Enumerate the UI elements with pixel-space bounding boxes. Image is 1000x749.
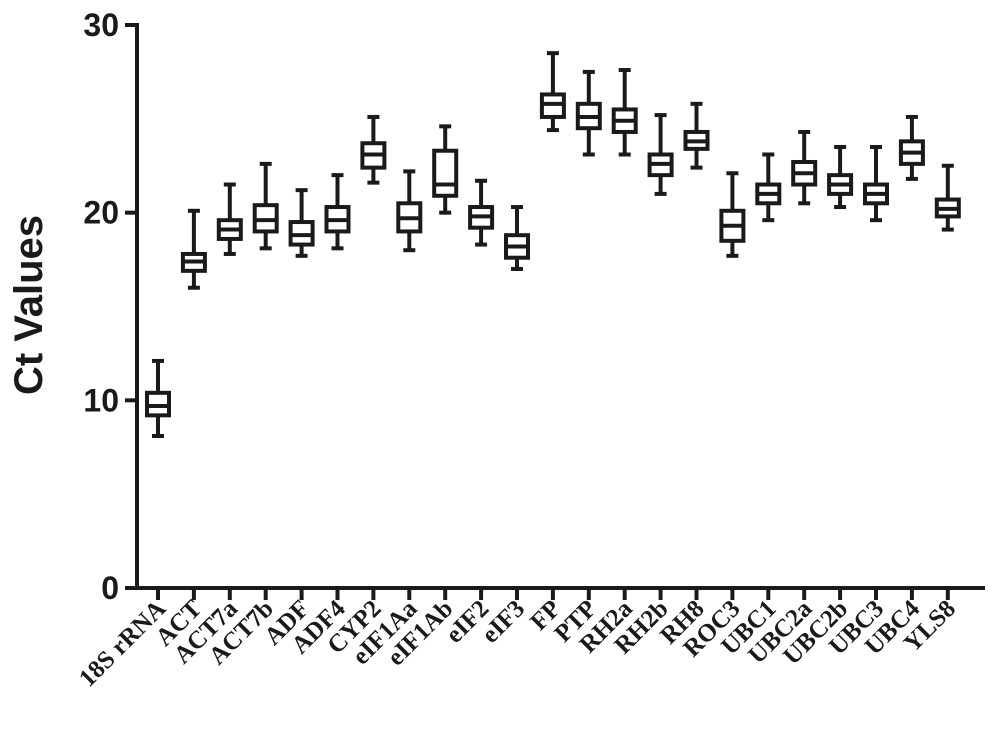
box-rh8 <box>683 101 710 170</box>
box-ubc4 <box>898 114 925 181</box>
x-tick-label: eIF3 <box>477 595 530 648</box>
box-adf4 <box>324 173 351 251</box>
box-fp <box>539 51 566 133</box>
box-ubc2b <box>827 144 854 210</box>
box-act7b <box>252 161 279 251</box>
box-act7a <box>216 182 243 256</box>
box-roc3 <box>719 171 746 258</box>
box-ubc3 <box>863 144 889 223</box>
axes <box>135 23 985 590</box>
box-eif1ab <box>432 124 459 215</box>
y-ticks: 0 10 20 30 <box>83 7 137 606</box>
x-tick-labels: 18S rRNAACTACT7aACT7bADFADF4CYP2eIF1AaeI… <box>74 595 961 693</box>
y-axis-title: Ct Values <box>7 215 51 395</box>
y-tick-label: 0 <box>101 570 119 606</box>
box-rh2a <box>611 68 638 157</box>
box-rh2b <box>647 113 674 196</box>
y-tick-label: 30 <box>83 7 119 43</box>
box-eif2 <box>468 178 495 247</box>
box-yls8 <box>934 163 961 232</box>
box-ptp <box>575 69 602 157</box>
box-ubc1 <box>755 152 782 223</box>
box-18s-rrna <box>145 358 171 438</box>
boxes <box>145 51 961 600</box>
y-tick-label: 20 <box>83 195 119 231</box>
x-tick-label: 18S rRNA <box>74 595 171 692</box>
box-ubc2a <box>791 129 818 206</box>
box-eif3 <box>504 205 530 271</box>
iqr-box <box>432 148 459 198</box>
box-cyp2 <box>360 114 387 185</box>
box-adf <box>288 188 315 258</box>
y-tick-label: 10 <box>83 382 119 418</box>
box-eif1aa <box>396 169 423 253</box>
box-act <box>180 208 207 290</box>
